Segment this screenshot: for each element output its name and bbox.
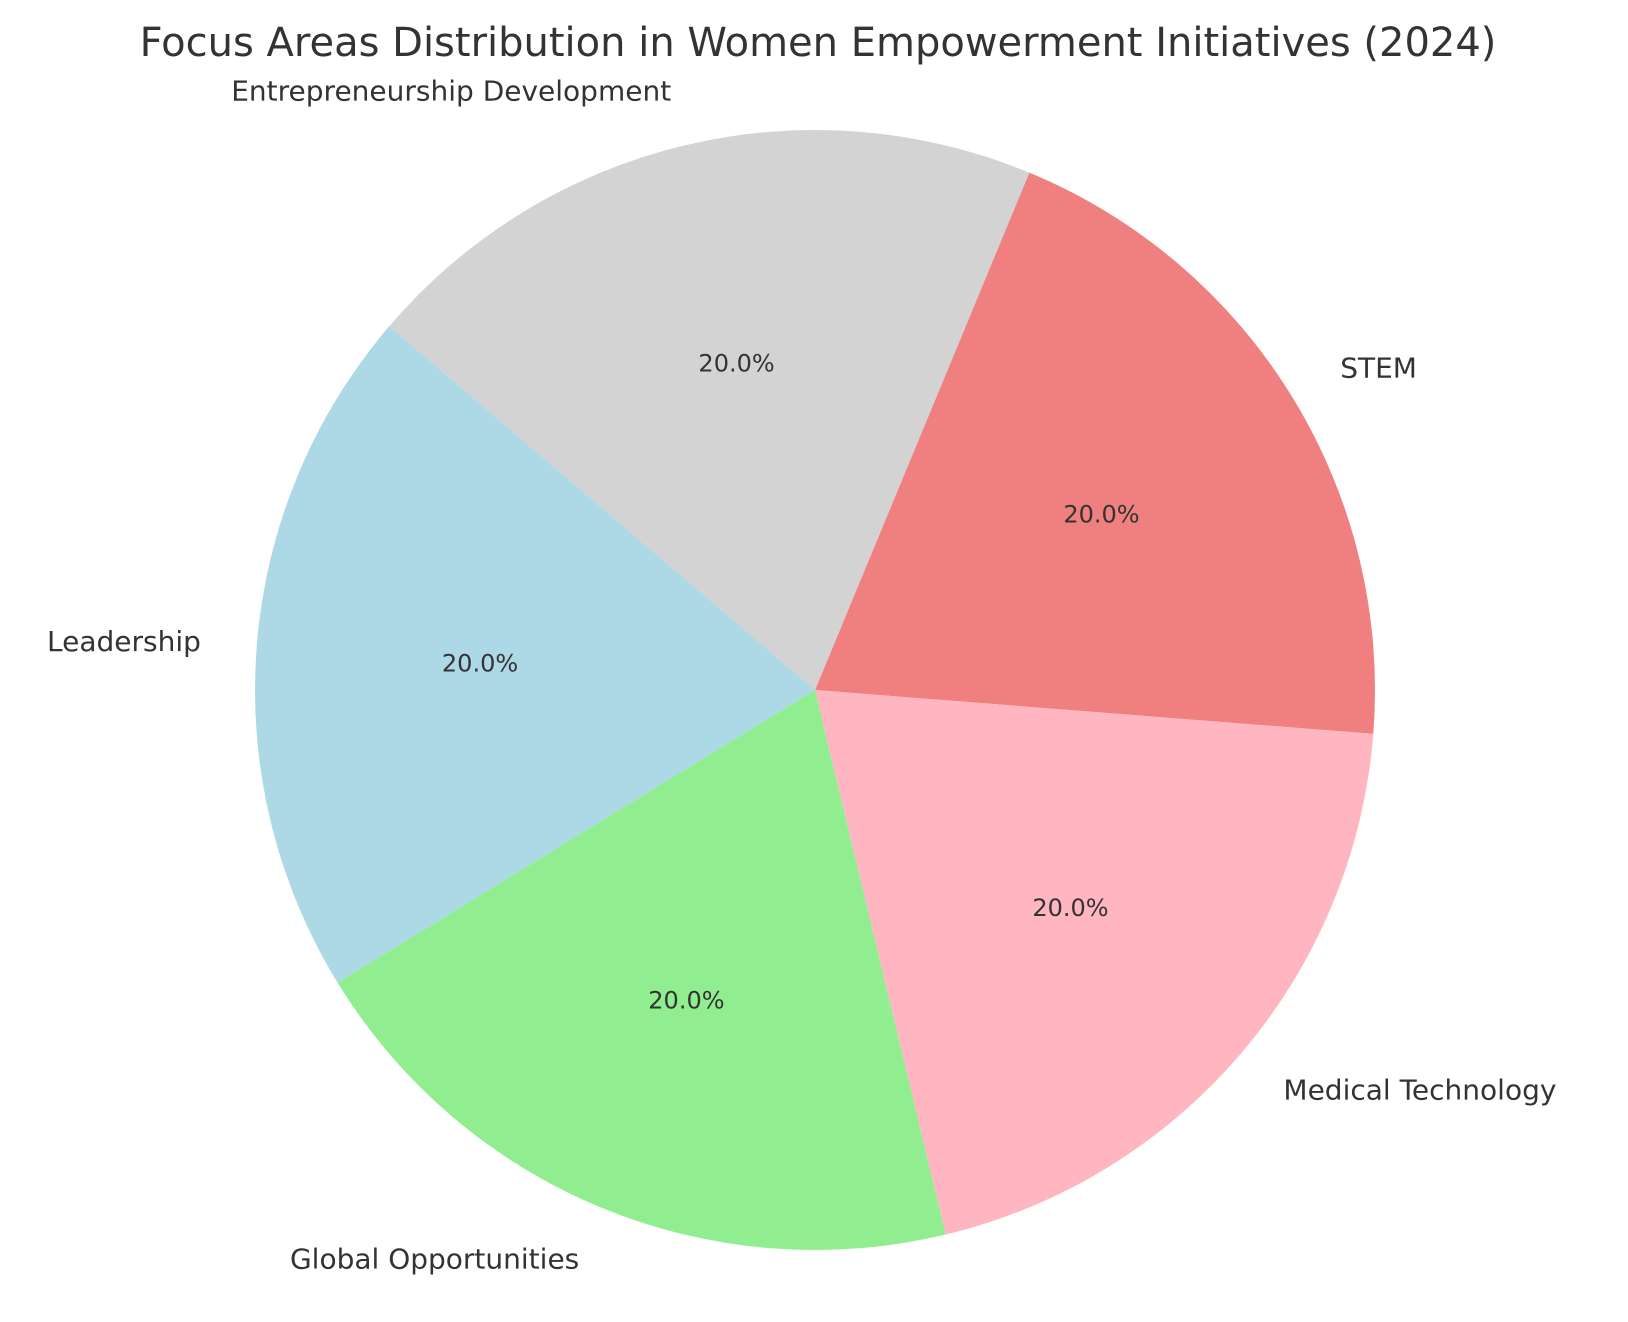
pie-slice-leadership <box>255 326 815 983</box>
slice-label-stem: STEM <box>1340 352 1417 385</box>
pie-slice-global-opportunities <box>337 690 946 1250</box>
pie-slice-stem <box>815 172 1375 734</box>
slice-percent-entrepreneurship-development: 20.0% <box>698 349 774 377</box>
slice-percent-stem: 20.0% <box>1063 500 1139 528</box>
pie-slices <box>255 130 1375 1250</box>
slice-percent-leadership: 20.0% <box>442 650 518 678</box>
pie-slice-entrepreneurship-development <box>389 130 1030 691</box>
slice-label-medical-technology: Medical Technology <box>1283 1074 1556 1107</box>
slice-percent-global-opportunities: 20.0% <box>648 986 724 1014</box>
slice-percent-medical-technology: 20.0% <box>1032 894 1108 922</box>
pie-slice-medical-technology <box>815 690 1374 1235</box>
slice-label-entrepreneurship-development: Entrepreneurship Development <box>231 75 671 108</box>
slice-label-global-opportunities: Global Opportunities <box>290 1243 579 1276</box>
pie-labels: STEM 20.0% Entrepreneurship Development 20.… <box>47 75 1556 1276</box>
chart-title: Focus Areas Distribution in Women Empowe… <box>140 20 1497 66</box>
slice-label-leadership: Leadership <box>47 625 201 658</box>
